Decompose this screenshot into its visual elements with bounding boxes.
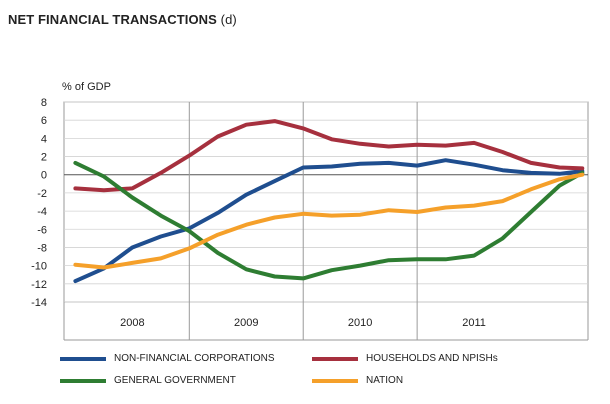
legend-swatch [60,356,106,361]
y-tick-label: 4 [41,133,47,145]
y-tick-label: 0 [41,170,47,182]
y-tick-labels: 8 6 4 2 0 -2 -4 -6 -8 -10 -12 -14 [31,97,47,309]
series-line-general-government [73,160,585,281]
legend-item: GENERAL GOVERNMENT [60,375,236,386]
legend-label: HOUSEHOLDS AND NPISHs [366,353,498,364]
y-tick-label: 8 [41,97,47,109]
x-tick-label: 2009 [234,317,258,329]
series-line-nation [73,172,585,270]
legend-item: NATION [312,375,403,386]
series-lines [73,119,585,284]
series-line-households-and-npishs [73,119,585,193]
line-chart: % of GDP 8 6 4 2 0 -2 -4 -6 -8 -10 -12 -14 2008 2009… [31,81,589,341]
y-tick-label: 6 [41,115,47,127]
legend-swatch [312,378,358,383]
series-line-non-financial-corporations [73,158,585,284]
legend-label: NON-FINANCIAL CORPORATIONS [114,353,275,364]
y-tick-label: -12 [31,279,47,291]
x-tick-labels: 2008 2009 2010 2011 [120,317,486,329]
legend-label: NATION [366,375,404,386]
legend-label: GENERAL GOVERNMENT [114,375,236,386]
y-tick-label: -14 [31,297,47,309]
legend-item: NON-FINANCIAL CORPORATIONS [60,353,275,364]
x-tick-label: 2011 [462,317,486,329]
legend-item: HOUSEHOLDS AND NPISHs [312,353,498,364]
grid [63,101,589,341]
y-axis-label: % of GDP [62,81,111,93]
y-tick-label: -6 [37,224,47,236]
legend-swatch [312,356,358,361]
y-tick-label: -4 [37,206,47,218]
y-tick-label: -8 [37,242,47,254]
legend-swatch [60,378,106,383]
y-tick-label: 2 [41,152,47,164]
y-tick-label: -10 [31,261,47,273]
chart-title: NET FINANCIAL TRANSACTIONS (d) [8,12,237,27]
y-tick-label: -2 [37,188,47,200]
x-tick-label: 2010 [348,317,372,329]
x-tick-label: 2008 [120,317,144,329]
